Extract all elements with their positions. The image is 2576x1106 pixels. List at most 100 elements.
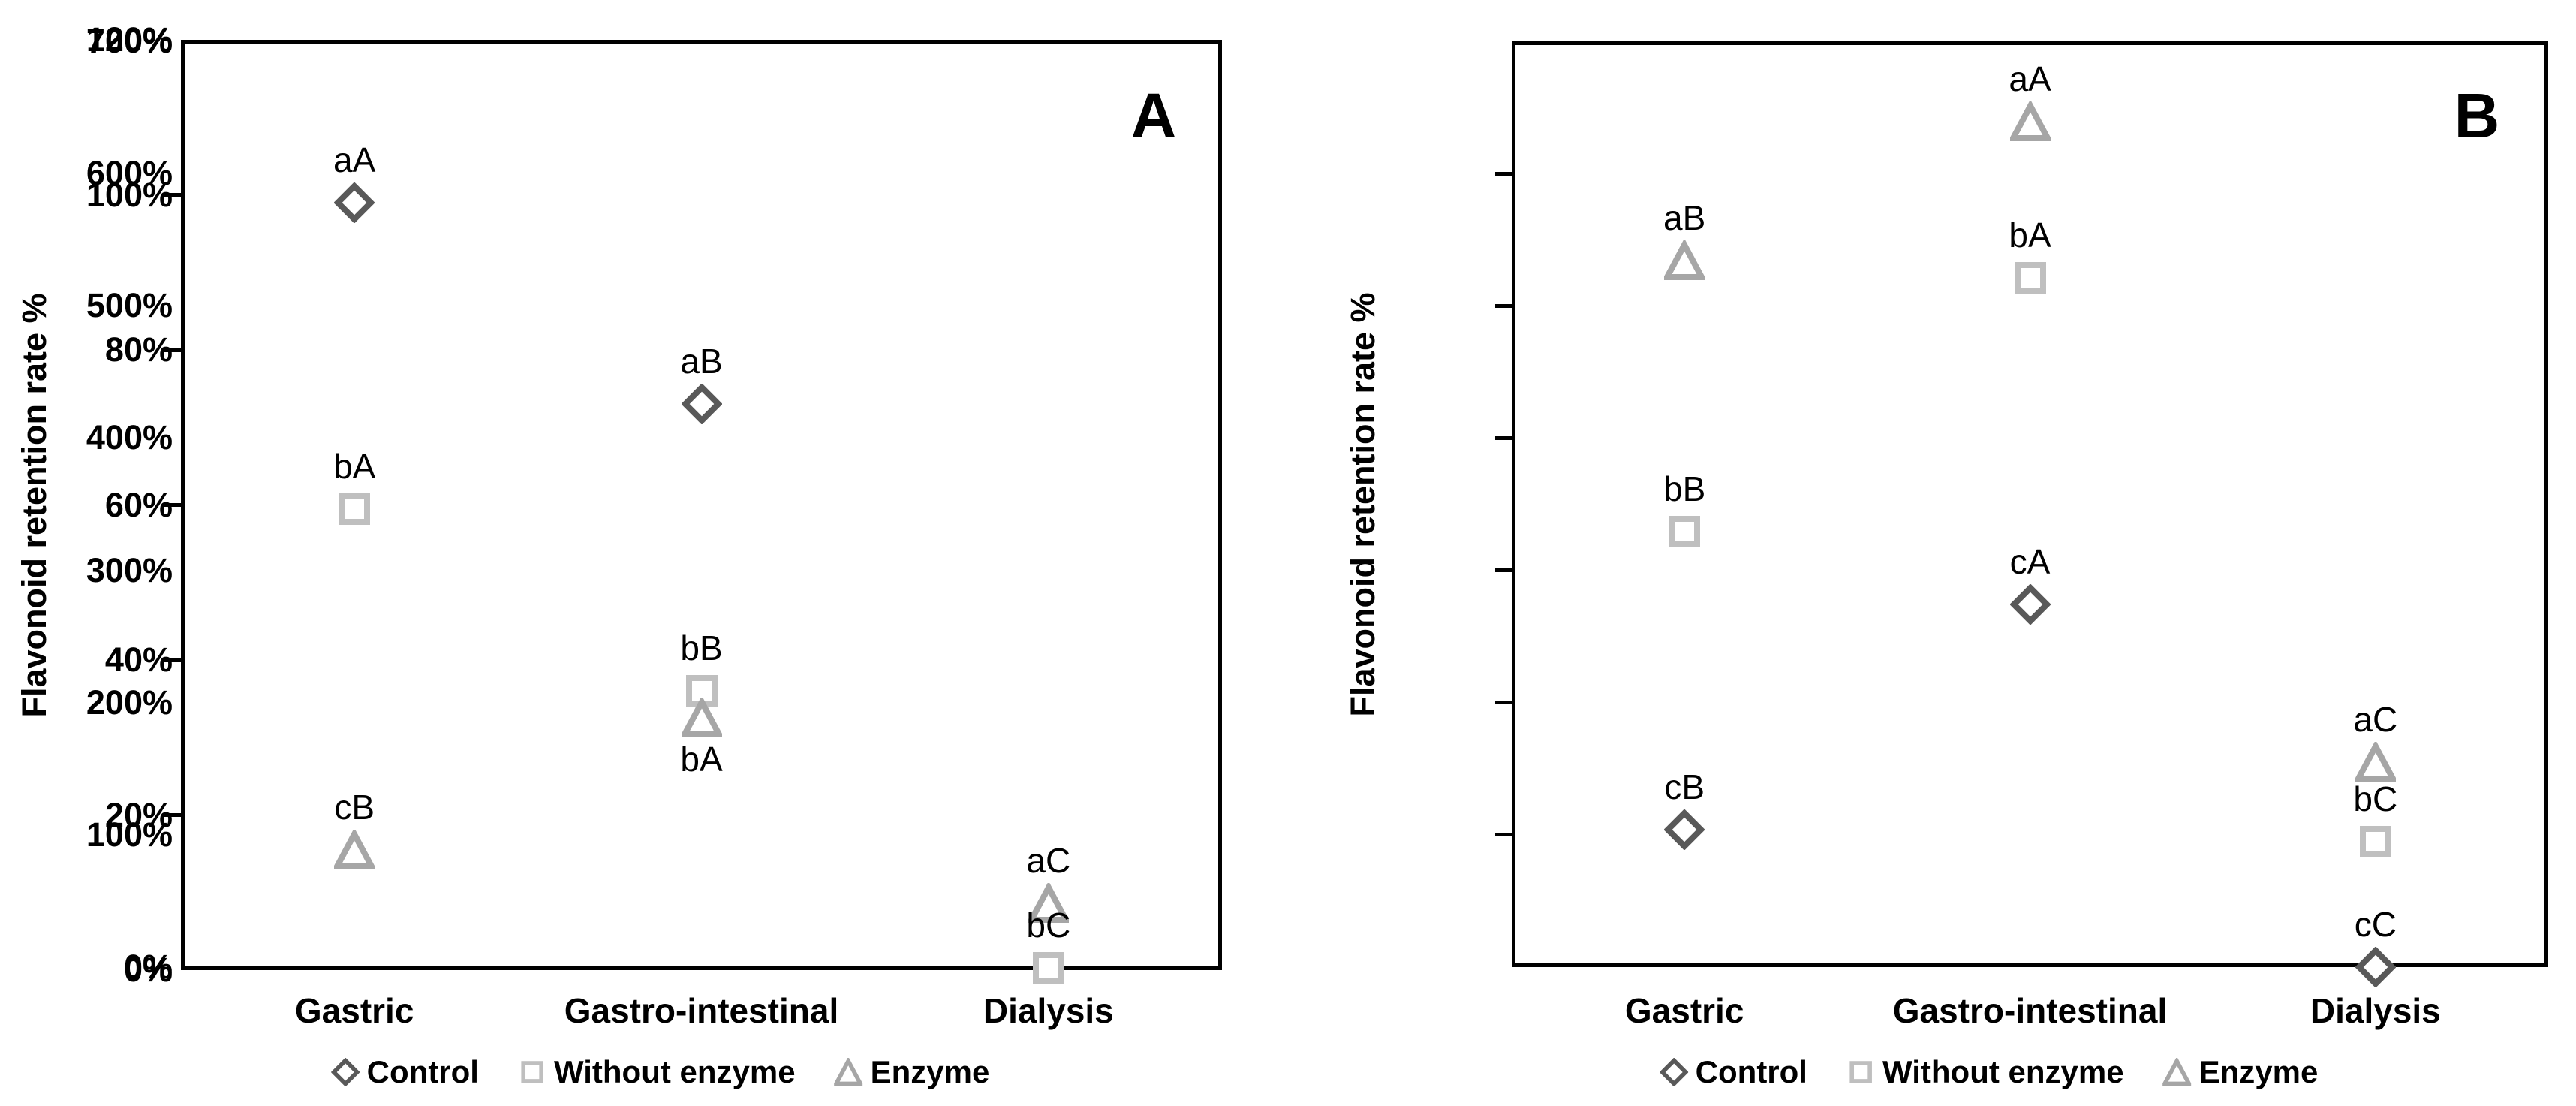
legend-label: Enzyme <box>870 1054 990 1089</box>
legend-label: Control <box>366 1054 479 1089</box>
data-point-enzyme-dialysis <box>1026 881 1071 924</box>
point-significance-label: cB <box>1664 767 1705 806</box>
square-marker-icon <box>2359 825 2391 857</box>
data-point-without-enzyme-gastro-intestinal <box>2010 258 2051 298</box>
diamond-marker-icon <box>2009 583 2051 626</box>
legend-label: Enzyme <box>2198 1054 2319 1089</box>
legend-label: Control <box>1695 1054 1807 1089</box>
triangle-marker-icon <box>1026 881 1071 924</box>
data-point-control-gastric <box>1663 809 1705 851</box>
y-axis-tick <box>1495 833 1512 837</box>
x-category-label: Dialysis <box>2310 991 2441 1030</box>
legend-label: Without enzyme <box>553 1054 796 1089</box>
y-axis-tick <box>164 348 181 352</box>
data-point-control-gastro-intestinal <box>680 383 723 425</box>
y-axis-tick <box>164 193 181 197</box>
diamond-marker-icon <box>2355 946 2397 988</box>
triangle-marker-icon <box>2353 740 2398 782</box>
point-significance-label: aC <box>1026 841 1071 881</box>
panel-letter-A: A <box>1130 80 1177 151</box>
y-axis-tick <box>1495 568 1512 573</box>
point-significance-label: bC <box>2353 779 2398 818</box>
point-significance-label: cC <box>2354 905 2397 944</box>
legend-item-control: Control <box>1659 1054 1807 1090</box>
point-significance-label: cA <box>2009 542 2051 582</box>
data-point-enzyme-dialysis <box>2353 740 2398 782</box>
legend-item-without-enzyme: Without enzyme <box>1846 1054 2124 1090</box>
y-tick-label: 20% <box>104 795 173 834</box>
y-tick-label: 60% <box>104 485 173 524</box>
legend-item-enzyme: Enzyme <box>834 1054 990 1090</box>
legend-square-icon <box>521 1061 543 1083</box>
point-significance-label: aC <box>2353 699 2398 739</box>
y-tick-label: 700% <box>86 22 173 60</box>
y-tick-label: 0% <box>123 951 173 989</box>
data-point-control-gastro-intestinal <box>2009 583 2051 626</box>
point-significance-label: bB <box>680 628 723 668</box>
diamond-marker-icon <box>333 182 375 224</box>
legend-diamond-icon <box>1659 1058 1688 1086</box>
legend-item-enzyme: Enzyme <box>2162 1054 2319 1090</box>
legend-label: Without enzyme <box>1882 1054 2124 1089</box>
y-axis-tick <box>1495 171 1512 176</box>
legend-square-icon <box>1849 1061 1872 1083</box>
data-point-without-enzyme-dialysis <box>2355 821 2396 862</box>
data-point-control-dialysis <box>2355 946 2397 988</box>
point-significance-label: bA <box>333 446 376 486</box>
x-category-label: Gastro-intestinal <box>1892 991 2168 1030</box>
y-axis-tick <box>164 813 181 817</box>
legend-item-without-enzyme: Without enzyme <box>518 1054 796 1090</box>
y-tick-label: 500% <box>86 286 173 325</box>
y-tick-label: 300% <box>86 550 173 589</box>
x-category-label: Dialysis <box>983 991 1114 1030</box>
point-significance-label: bC <box>1026 905 1071 945</box>
square-marker-icon <box>2014 262 2046 294</box>
y-axis-tick <box>1495 435 1512 440</box>
triangle-marker-icon <box>2007 99 2053 142</box>
y-tick-label: 100% <box>86 175 173 214</box>
y-axis-tick <box>164 658 181 662</box>
data-point-without-enzyme-gastric <box>1664 511 1705 552</box>
square-marker-icon <box>1669 516 1701 548</box>
square-marker-icon <box>1032 951 1064 984</box>
point-significance-label: aB <box>1663 198 1706 238</box>
legend-triangle-icon <box>2162 1058 2192 1086</box>
data-point-enzyme-gastric <box>1662 238 1707 281</box>
legend-diamond-icon <box>330 1058 360 1086</box>
point-significance-label: bB <box>1663 469 1706 509</box>
triangle-marker-icon <box>1662 238 1707 281</box>
point-significance-label: cB <box>334 787 375 827</box>
data-point-enzyme-gastro-intestinal <box>679 695 724 738</box>
y-tick-label: 600% <box>86 154 173 193</box>
y-tick-label: 100% <box>86 815 173 854</box>
point-significance-label: aA <box>333 140 376 179</box>
triangle-marker-icon <box>332 827 377 869</box>
point-significance-label: aA <box>2009 59 2051 99</box>
data-point-without-enzyme-gastric <box>334 489 375 529</box>
data-point-control-gastric <box>333 182 375 224</box>
y-axis-title: Flavonoid retention rate % <box>1344 291 1382 717</box>
y-tick-label: 40% <box>104 640 173 679</box>
point-significance-label: bA <box>2009 215 2051 255</box>
diamond-marker-icon <box>680 383 723 425</box>
y-axis-tick <box>1495 701 1512 705</box>
data-point-enzyme-gastro-intestinal <box>2007 99 2053 142</box>
y-tick-label: 80% <box>104 330 173 369</box>
x-category-label: Gastro-intestinal <box>564 991 839 1030</box>
legend-triangle-icon <box>834 1058 863 1086</box>
x-category-label: Gastric <box>294 991 414 1030</box>
y-tick-label: 400% <box>86 418 173 457</box>
legend-item-control: Control <box>330 1054 479 1090</box>
y-axis-tick <box>1495 303 1512 308</box>
legend: Control Without enzyme Enzyme <box>330 1054 990 1090</box>
y-tick-label: 200% <box>86 683 173 722</box>
legend: Control Without enzyme Enzyme <box>1659 1054 2319 1090</box>
data-point-enzyme-gastric <box>332 827 377 870</box>
x-category-label: Gastric <box>1624 991 1744 1030</box>
point-significance-label: bA <box>680 740 723 779</box>
y-tick-label: 0% <box>123 948 173 986</box>
data-point-without-enzyme-dialysis <box>1028 948 1069 988</box>
